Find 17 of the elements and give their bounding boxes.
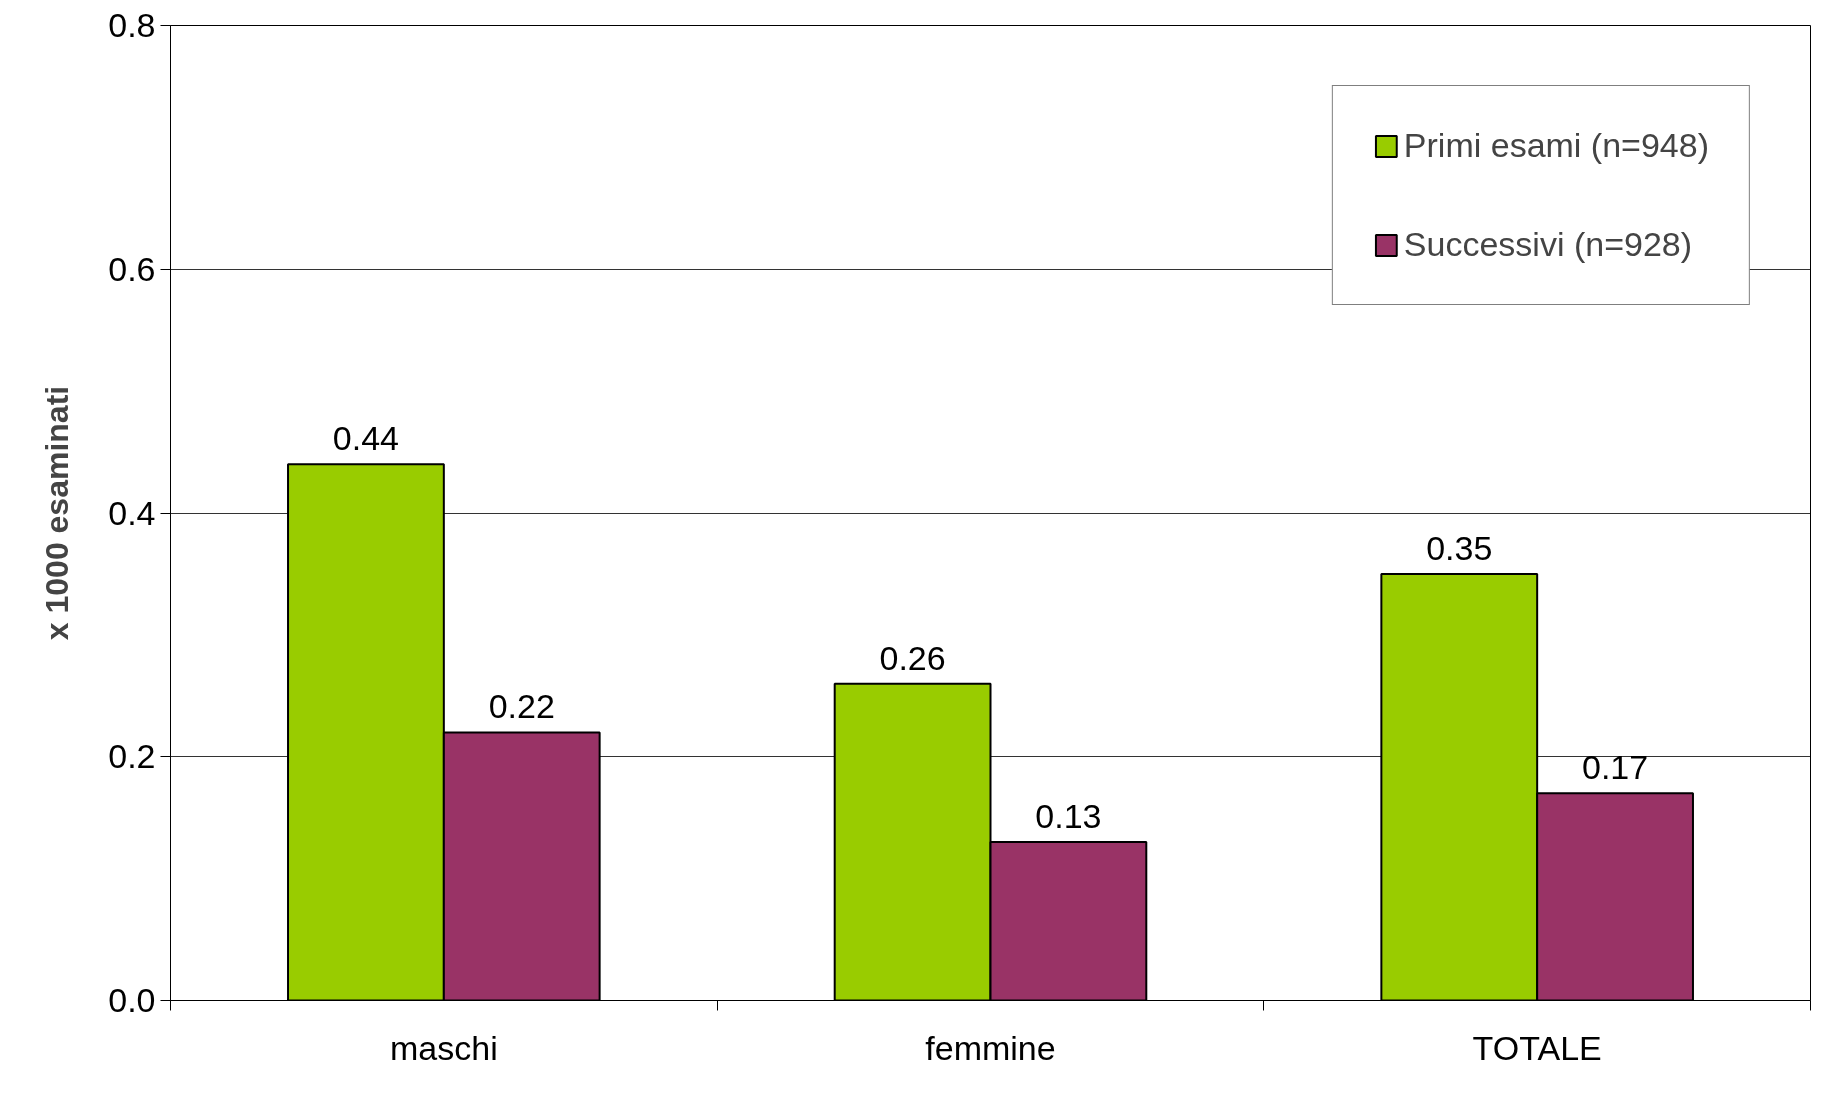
- y-tick-label: 0.4: [108, 493, 156, 532]
- data-label: 0.13: [1035, 797, 1102, 836]
- legend-label: Successivi (n=928): [1403, 225, 1693, 264]
- y-tick-label: 0.6: [108, 249, 156, 288]
- y-tick-label: 0.0: [108, 981, 156, 1019]
- x-tick-label: TOTALE: [1472, 1028, 1602, 1067]
- data-label: 0.22: [488, 687, 555, 726]
- data-label: 0.26: [879, 638, 946, 677]
- data-label: 0.35: [1426, 528, 1493, 567]
- y-axis-title: x 1000 esaminati: [39, 385, 76, 641]
- x-tick-label: femmine: [925, 1028, 1056, 1067]
- y-tick-label: 0.2: [108, 737, 156, 776]
- data-label: 0.17: [1581, 748, 1649, 787]
- data-label: 0.44: [332, 419, 400, 458]
- x-tick-label: maschi: [389, 1028, 498, 1067]
- legend-label: Primi esami (n=948): [1403, 126, 1709, 165]
- y-tick-label: 0.8: [108, 6, 156, 44]
